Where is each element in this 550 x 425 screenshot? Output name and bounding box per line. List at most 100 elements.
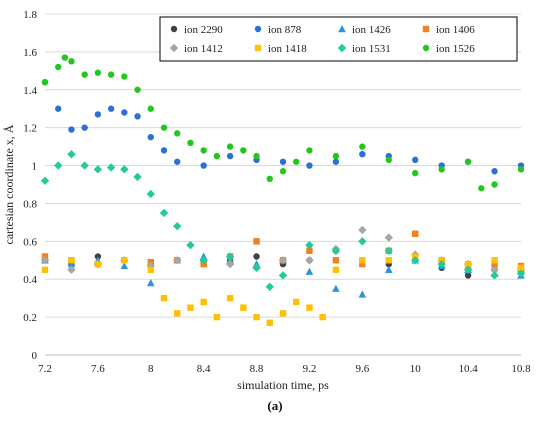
data-point [253,152,260,160]
data-point [225,259,235,269]
series-ion-1526 [41,54,525,192]
legend-marker [337,43,347,53]
data-point [293,158,300,165]
data-point [213,152,221,160]
data-point [55,105,62,112]
x-tick-label: 9.2 [303,363,317,375]
data-point [253,253,260,260]
data-point [120,165,129,174]
data-point [516,269,526,278]
data-point [412,230,419,237]
data-point [94,111,102,118]
data-point [490,271,499,280]
data-point [464,260,472,268]
x-tick-label: 10 [410,363,422,375]
x-tick-label: 7.2 [38,363,52,375]
series-ion-1418 [41,253,525,326]
y-tick-label: 0.8 [23,198,37,210]
data-point [279,310,287,317]
data-point [384,246,393,256]
data-point [305,240,314,250]
legend-label: ion 1531 [352,43,391,55]
data-point [187,139,194,147]
data-point [240,147,247,154]
data-point [331,246,341,256]
data-point [40,176,50,185]
data-point [306,247,313,255]
data-point [200,298,207,306]
legend-label: ion 1426 [352,24,391,36]
data-point [81,124,88,131]
data-point [147,266,154,273]
data-point [332,266,340,273]
legend-label: ion 1412 [184,43,223,55]
data-point [412,169,419,177]
data-point [41,266,49,273]
data-point [40,256,50,265]
data-point [253,238,260,245]
data-point [385,257,392,264]
data-point [213,313,221,321]
data-point [252,263,261,273]
data-point [463,265,473,274]
x-tick-label: 10.4 [458,363,478,375]
data-point [67,260,76,268]
legend-label: ion 1526 [436,43,475,55]
data-point [121,109,128,116]
data-point [490,265,499,274]
data-point [332,152,340,160]
data-point [160,124,168,131]
data-point [266,175,273,183]
data-point [68,126,75,133]
data-point [359,257,366,264]
legend-marker [422,44,430,52]
y-tick-label: 1 [32,161,38,173]
y-tick-label: 1.6 [23,47,37,59]
data-point [384,265,393,273]
data-point [306,304,313,311]
data-point [359,260,366,268]
data-point [253,313,260,321]
data-point [491,257,498,264]
x-tick-label: 9.6 [355,363,369,375]
data-point [106,163,116,172]
data-point [174,310,181,317]
y-tick-label: 1.8 [23,9,37,21]
panel-label: (a) [267,398,283,413]
data-point [80,161,89,170]
y-tick-label: 0.4 [23,274,37,286]
legend-label: ion 1406 [436,24,475,36]
data-point [120,261,129,270]
data-point [200,147,207,154]
data-point [107,71,115,78]
data-point [226,152,234,160]
data-point [265,282,274,291]
data-point [146,279,155,287]
y-tick-label: 1.2 [23,123,37,135]
data-point [517,166,525,173]
data-point [412,156,419,164]
data-point [306,162,313,169]
data-point [226,143,234,150]
data-point [384,233,393,242]
data-point [358,237,367,246]
legend-box [159,16,518,62]
data-point [438,166,445,173]
data-point [332,158,340,165]
x-axis-title: simulation time, ps [237,378,329,392]
data-point [54,161,63,170]
data-point [160,294,168,302]
data-point [94,69,102,76]
data-point [134,113,141,120]
data-point [81,71,88,78]
data-point [67,265,76,274]
x-tick-label: 7.6 [91,363,105,375]
data-point [411,256,420,265]
data-point [41,79,49,86]
data-point [306,147,313,154]
data-point [199,256,208,265]
data-point [332,284,340,292]
data-point [159,208,169,218]
data-point [173,256,182,265]
